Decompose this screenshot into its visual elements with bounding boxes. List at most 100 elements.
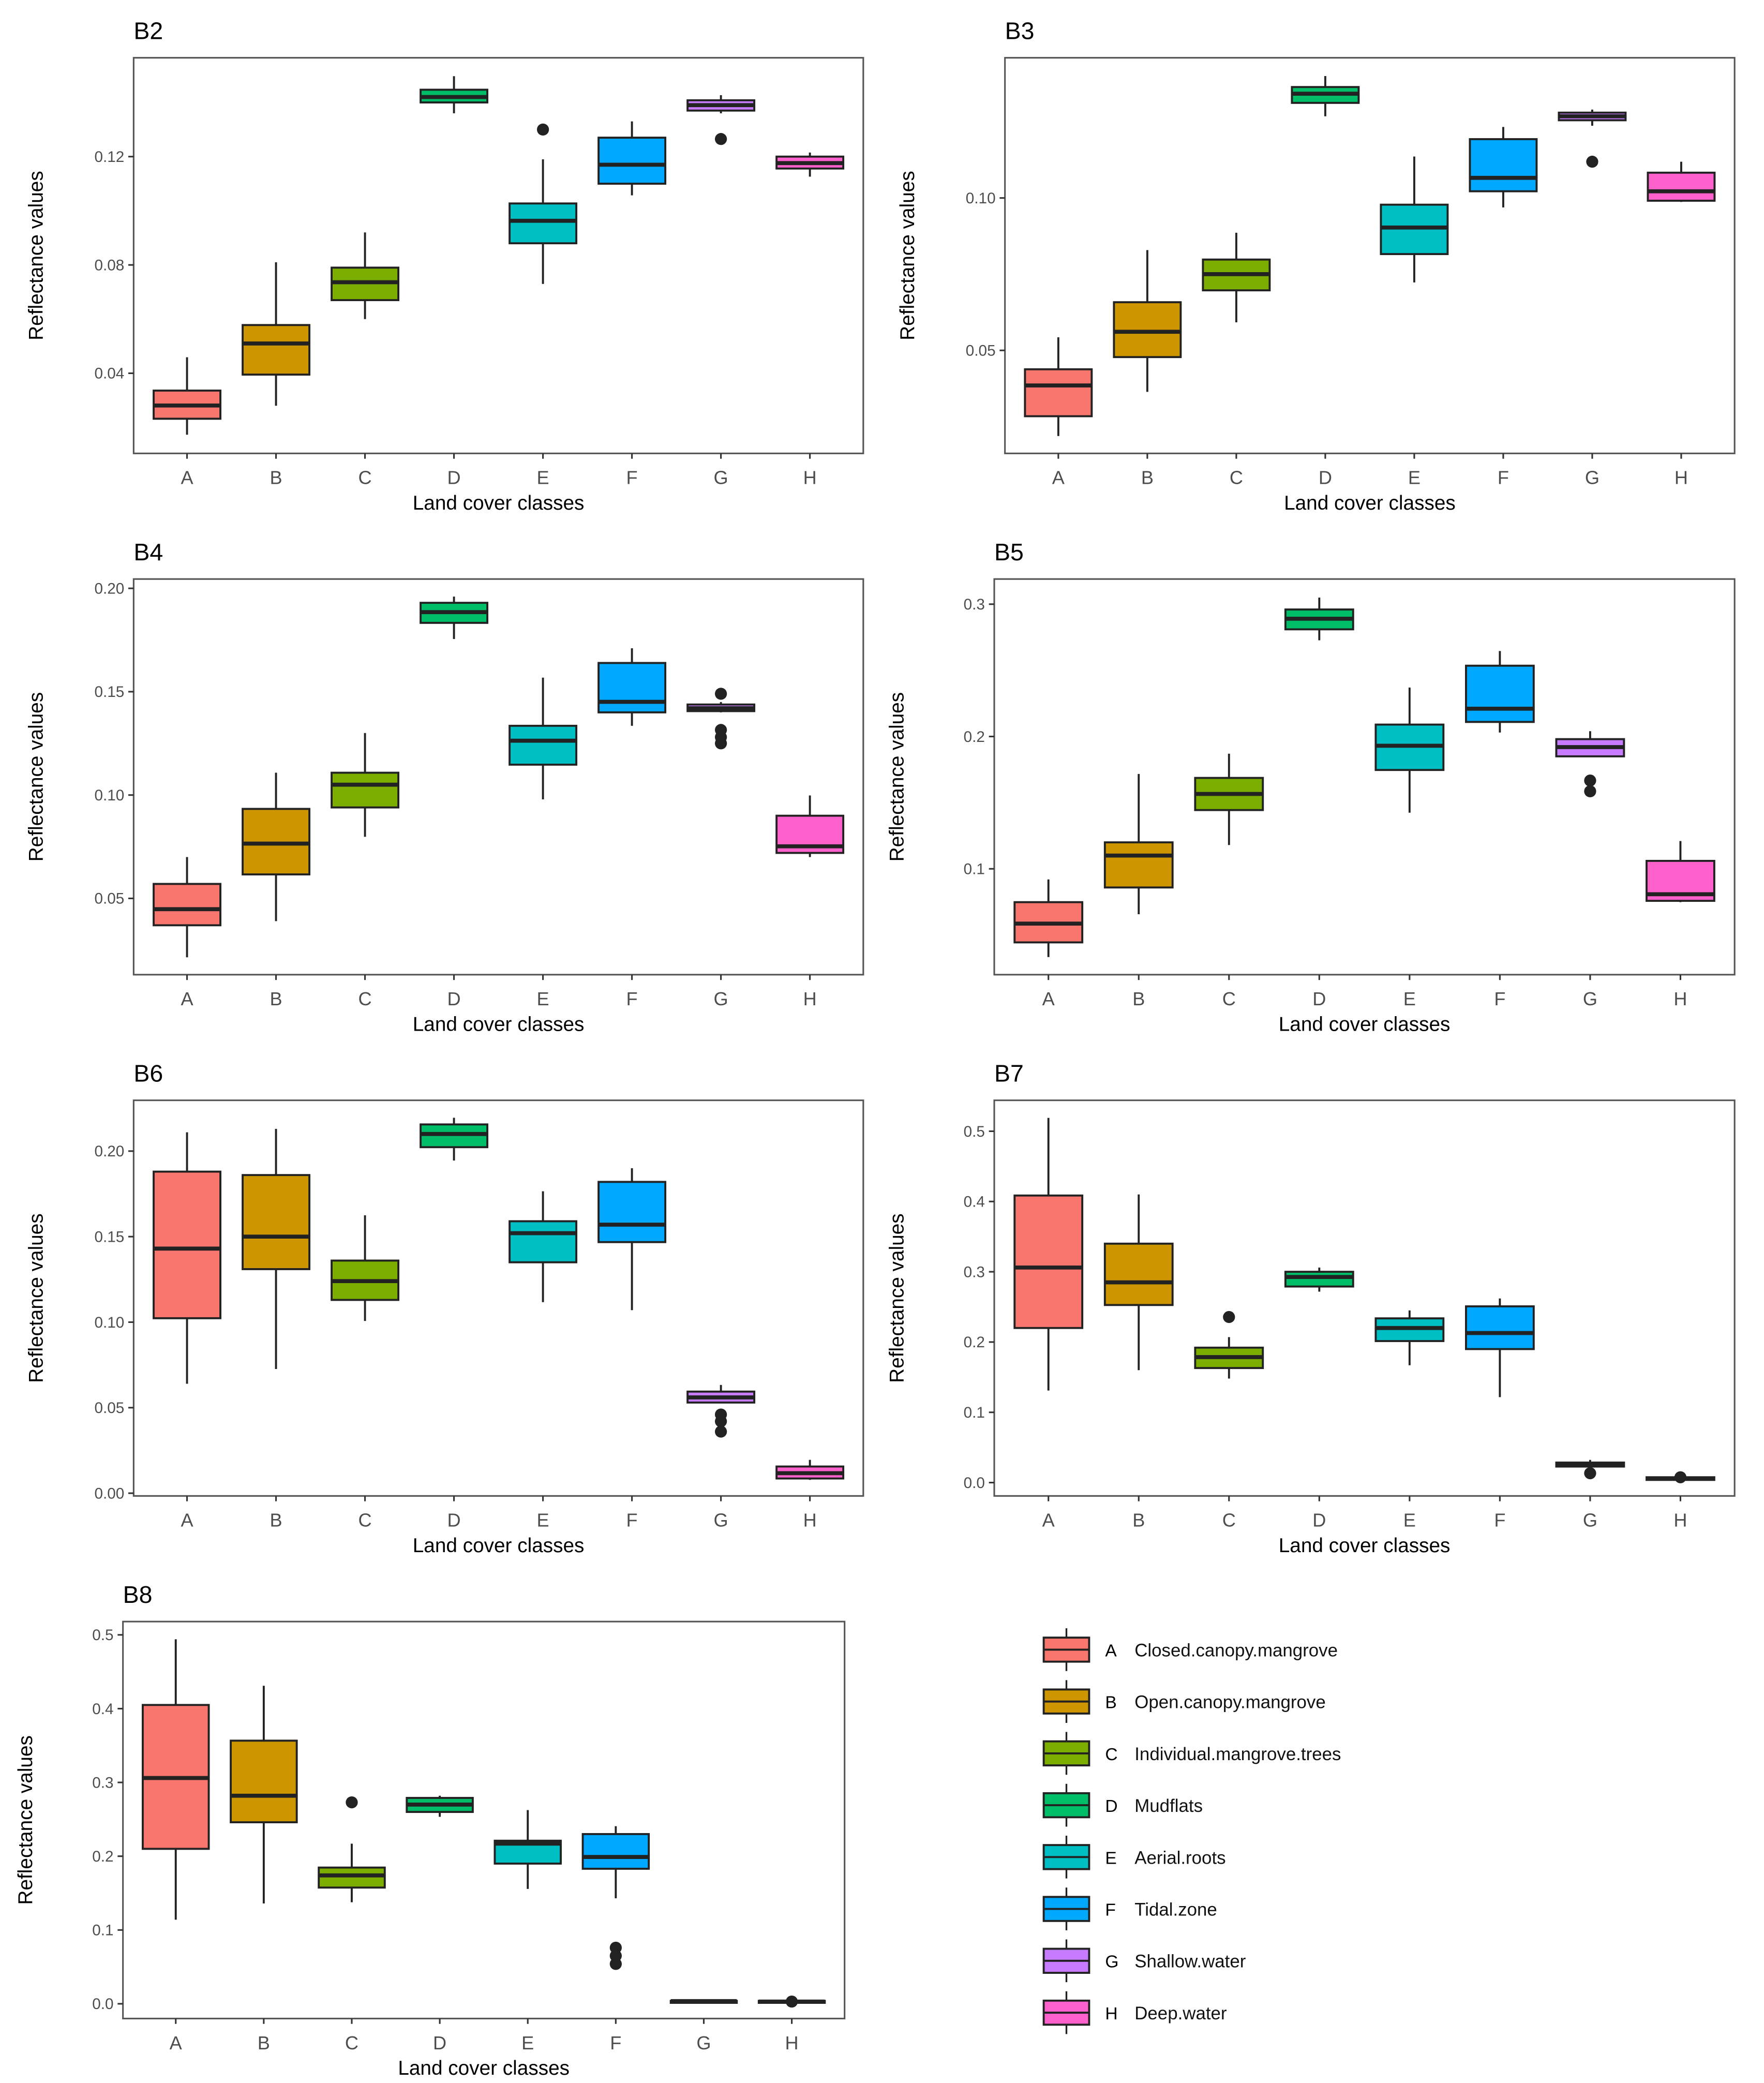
box-e: [509, 1191, 578, 1302]
y-tick-label: 0.10: [94, 787, 124, 804]
outlier-point: [785, 1995, 798, 2008]
box-f: [1464, 1298, 1535, 1397]
legend-key: C: [1105, 1745, 1117, 1764]
y-axis-label: Reflectance values: [14, 1735, 37, 1905]
x-tick-label: F: [1498, 467, 1509, 488]
y-tick-label: 0.2: [964, 728, 985, 746]
legend-item-d: D Mudflats: [1042, 1783, 1203, 1827]
x-tick-label: F: [626, 988, 638, 1009]
y-tick-label: 0.4: [964, 1194, 985, 1211]
y-tick-label: 0.08: [94, 257, 124, 274]
legend-label: Deep.water: [1134, 2003, 1227, 2024]
x-tick-label: H: [803, 988, 817, 1009]
x-tick-label: E: [521, 2032, 534, 2054]
iqr-box: [509, 1220, 578, 1263]
x-tick-label: B: [258, 2032, 270, 2054]
legend-item-c: C Individual.mangrove.trees: [1042, 1732, 1341, 1775]
box-h: [1646, 1471, 1715, 1483]
x-tick-label: F: [1494, 1510, 1505, 1531]
box-c: [331, 232, 400, 319]
box-c: [1194, 753, 1264, 845]
box-h: [775, 795, 845, 857]
x-tick-label: A: [1052, 467, 1065, 488]
x-tick-label: G: [1585, 467, 1599, 488]
outlier-point: [1584, 775, 1596, 787]
x-tick-label: B: [270, 988, 282, 1009]
box-h: [775, 1460, 845, 1480]
legend-item-b: B Open.canopy.mangrove: [1042, 1680, 1326, 1723]
x-tick-label: A: [181, 1510, 193, 1531]
y-tick-label: 0.4: [92, 1701, 113, 1718]
x-tick-label: A: [1042, 988, 1055, 1009]
box-e: [494, 1810, 562, 1889]
y-tick-label: 0.3: [964, 1263, 985, 1281]
box-c: [331, 733, 400, 837]
y-axis-label: Reflectance values: [886, 1213, 908, 1382]
box-a: [153, 357, 221, 435]
iqr-box: [242, 1174, 310, 1270]
outlier-point: [714, 1425, 727, 1438]
x-tick-label: G: [1583, 988, 1597, 1009]
x-tick-label: D: [447, 988, 461, 1009]
y-tick-label: 0.05: [94, 890, 124, 907]
y-tick-label: 0.15: [94, 683, 124, 701]
box-e: [509, 123, 578, 284]
y-tick-label: 0.2: [92, 1848, 113, 1865]
y-axis-label: Reflectance values: [886, 692, 908, 861]
x-tick-label: B: [270, 467, 282, 488]
x-tick-label: E: [1403, 1510, 1416, 1531]
iqr-box: [1469, 138, 1538, 192]
y-tick-label: 0.3: [964, 596, 985, 613]
x-tick-label: B: [270, 1510, 282, 1531]
legend-key: A: [1105, 1641, 1117, 1660]
box-b: [242, 262, 310, 406]
box-f: [1464, 651, 1535, 733]
box-g: [686, 95, 756, 145]
panel-b7: B7 0.0 0.1 0.2 0.3 0.4 0.5 A B C D E F G H Land cover c…: [886, 1060, 1736, 1557]
panel-b3: B3 0.05 0.10 A B C D E F G H Land cover classes Refl…: [896, 18, 1736, 514]
x-tick-label: F: [610, 2032, 621, 2054]
y-tick-label: 0.20: [94, 580, 124, 597]
box-e: [1374, 1310, 1445, 1365]
box-e: [509, 677, 578, 800]
panel-b6: B6 0.00 0.05 0.10 0.15 0.20 A B C D E F G H Land cover…: [25, 1060, 864, 1557]
iqr-box: [1024, 368, 1093, 418]
x-axis-label: Land cover classes: [1279, 1013, 1451, 1035]
legend-key: F: [1105, 1901, 1116, 1920]
x-tick-label: H: [1673, 988, 1687, 1009]
y-axis-label: Reflectance values: [896, 171, 919, 340]
panel-title: B7: [994, 1060, 1024, 1087]
box-d: [420, 597, 489, 639]
iqr-box: [1113, 301, 1182, 359]
y-tick-label: 0.1: [964, 861, 985, 878]
iqr-box: [153, 1170, 221, 1319]
box-b: [1103, 773, 1174, 914]
box-f: [1469, 127, 1538, 207]
legend-key: B: [1105, 1693, 1116, 1713]
box-h: [1647, 161, 1716, 202]
outlier-point: [714, 1415, 727, 1427]
iqr-box: [597, 1181, 667, 1243]
x-tick-label: H: [785, 2032, 799, 2054]
legend-item-h: H Deep.water: [1042, 1991, 1227, 2034]
outlier-point: [1584, 785, 1596, 798]
box-c: [331, 1215, 400, 1321]
x-tick-label: G: [1583, 1510, 1597, 1531]
x-tick-label: E: [537, 988, 549, 1009]
x-axis-label: Land cover classes: [413, 1013, 585, 1035]
legend-key: E: [1105, 1849, 1116, 1868]
x-tick-label: D: [447, 467, 461, 488]
x-tick-label: C: [358, 988, 372, 1009]
x-tick-label: D: [1312, 988, 1326, 1009]
x-tick-label: C: [358, 467, 372, 488]
y-tick-label: 0.5: [92, 1627, 113, 1644]
legend-item-g: G Shallow.water: [1042, 1939, 1246, 1983]
outlier-point: [714, 688, 727, 700]
x-axis-label: Land cover classes: [398, 2057, 570, 2079]
y-tick-label: 0.15: [94, 1228, 124, 1245]
legend-label: Closed.canopy.mangrove: [1134, 1640, 1338, 1660]
iqr-box: [1103, 841, 1174, 889]
panel-b8: B8 0.0 0.1 0.2 0.3 0.4 0.5 A B C D E F G H Land cover c…: [14, 1581, 846, 2079]
legend-label: Aerial.roots: [1134, 1848, 1225, 1868]
